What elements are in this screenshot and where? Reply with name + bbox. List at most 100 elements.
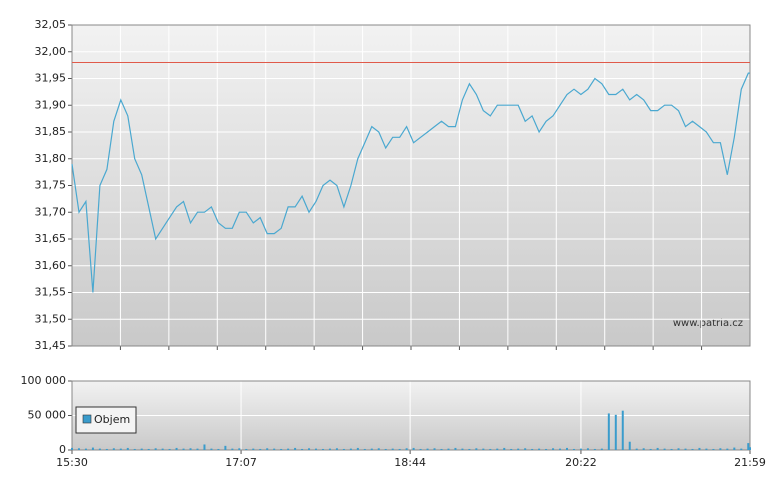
volume-bar: [565, 447, 568, 450]
y-tick-label: 31,65: [35, 232, 67, 245]
volume-bar: [280, 448, 283, 450]
volume-bar: [315, 448, 318, 450]
volume-bar: [559, 448, 562, 450]
volume-bar: [475, 448, 478, 450]
volume-bar: [552, 448, 555, 450]
volume-bar: [600, 448, 603, 450]
volume-bar: [287, 448, 290, 450]
volume-bar: [749, 447, 751, 450]
y-tick-label: 31,50: [35, 312, 67, 325]
volume-bar: [168, 448, 171, 450]
volume-bar: [140, 448, 143, 450]
volume-bar: [496, 448, 499, 450]
x-tick-label: 18:44: [394, 456, 426, 469]
volume-bar: [377, 448, 380, 450]
volume-bar: [321, 448, 324, 450]
volume-bar: [210, 448, 213, 450]
volume-bar: [712, 448, 715, 450]
volume-bar: [112, 448, 115, 450]
volume-bar: [301, 448, 304, 450]
volume-bar: [628, 441, 631, 450]
x-tick-label: 20:22: [565, 456, 597, 469]
volume-bar: [426, 448, 429, 450]
y-tick-label: 31,80: [35, 152, 67, 165]
volume-bar: [677, 448, 680, 450]
volume-bar: [196, 448, 199, 450]
volume-bar: [84, 448, 87, 450]
volume-bar: [747, 443, 750, 450]
volume-bar: [621, 410, 624, 450]
volume-bar: [126, 447, 129, 450]
volume-bar: [593, 448, 596, 450]
volume-bar: [259, 448, 262, 450]
volume-bar: [656, 447, 659, 450]
volume-bar: [510, 448, 513, 450]
volume-bar: [119, 448, 122, 450]
volume-bar: [489, 448, 492, 450]
volume-bar: [356, 447, 359, 450]
volume-bar: [726, 448, 729, 450]
y-tick-label: 31,85: [35, 125, 67, 138]
volume-bar: [503, 447, 506, 450]
volume-bar: [649, 448, 652, 450]
volume-bar: [363, 448, 366, 450]
volume-bar: [189, 448, 192, 450]
volume-bar: [433, 448, 436, 450]
volume-bar: [91, 447, 94, 450]
volume-bar: [642, 448, 645, 450]
volume-bar: [538, 448, 541, 450]
volume-bar: [635, 448, 638, 450]
volume-bar: [670, 448, 673, 450]
volume-bar: [482, 448, 485, 450]
volume-bar: [238, 448, 241, 450]
volume-bar: [294, 447, 297, 450]
volume-bar: [614, 414, 617, 450]
volume-bar: [182, 448, 185, 450]
plot-frame: [71, 24, 751, 347]
volume-bar: [586, 448, 589, 450]
y-tick-label: 31,55: [35, 286, 67, 299]
volume-bar: [447, 448, 450, 450]
volume-bar: [308, 448, 311, 450]
volume-bar: [245, 448, 248, 450]
volume-bar: [545, 448, 548, 450]
volume-bar: [231, 448, 234, 450]
volume-bar: [698, 447, 701, 450]
legend-swatch: [82, 414, 92, 424]
volume-bar: [98, 448, 101, 450]
volume-bar: [740, 448, 743, 450]
y-tick-label: 31,75: [35, 179, 67, 192]
volume-bar: [719, 448, 722, 450]
volume-bar: [440, 448, 443, 450]
plot-frame: [71, 380, 751, 451]
volume-bar: [517, 448, 520, 450]
volume-bar: [663, 448, 666, 450]
volume-bar: [412, 447, 415, 450]
y-tick-label: 32,05: [35, 18, 67, 31]
volume-bar: [705, 448, 708, 450]
y-tick-label: 31,90: [35, 98, 67, 111]
volume-bar: [133, 448, 136, 450]
legend-label: Objem: [94, 413, 130, 426]
x-tick-label: 21:59: [734, 456, 766, 469]
volume-bar: [77, 448, 80, 450]
watermark: www.patria.cz: [673, 318, 743, 329]
volume-bar: [203, 444, 206, 450]
volume-bar: [461, 448, 464, 450]
volume-bar: [405, 448, 408, 450]
volume-bar: [175, 447, 178, 450]
volume-bar: [349, 448, 352, 450]
volume-bar: [217, 448, 220, 450]
volume-bar: [531, 448, 534, 450]
volume-bar: [273, 448, 276, 450]
volume-bar: [154, 448, 157, 450]
volume-bar: [71, 447, 73, 450]
y-tick-label: 0: [59, 443, 66, 456]
volume-bar: [391, 448, 394, 450]
y-tick-label: 31,70: [35, 205, 67, 218]
volume-bar: [335, 448, 338, 450]
x-tick-label: 17:07: [225, 456, 257, 469]
volume-bar: [419, 448, 422, 450]
volume-bar: [161, 448, 164, 450]
